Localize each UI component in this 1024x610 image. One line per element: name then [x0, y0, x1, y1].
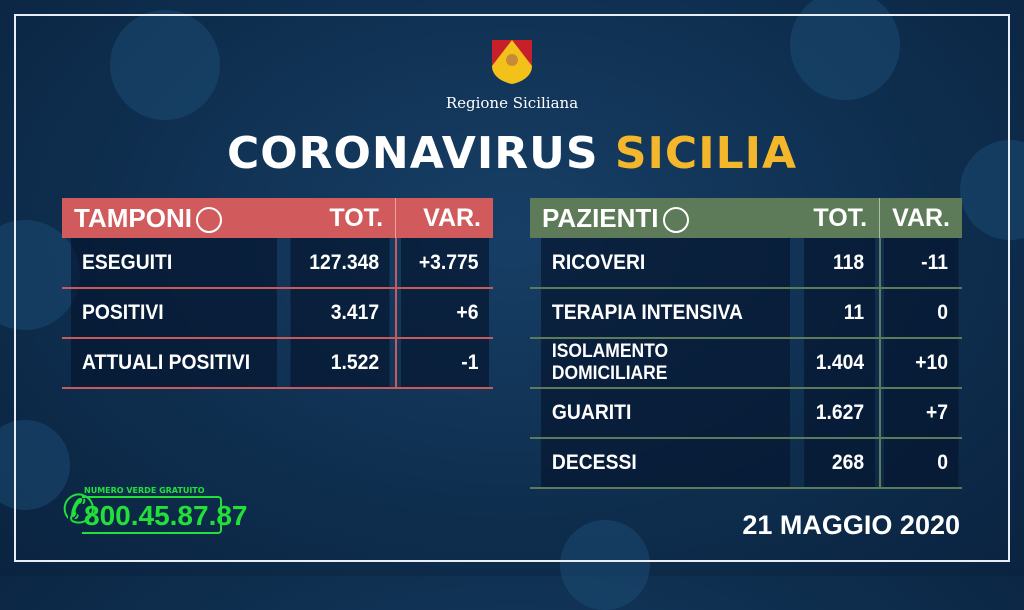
frame-border: [14, 14, 1010, 562]
page-title: CORONAVIRUS SICILIA: [226, 128, 798, 179]
table-row: POSITIVI 3.417 +6: [62, 288, 493, 339]
virus-decoration: [790, 0, 900, 100]
virus-decoration: [0, 420, 70, 510]
phone-icon: ✆: [62, 487, 96, 533]
virus-decoration: [110, 10, 220, 120]
table-row: GUARITI 1.627 +7: [530, 388, 962, 439]
table-row: DECESSI 268 0: [530, 438, 962, 489]
table-row: ESEGUITI 127.348 +3.775: [62, 238, 493, 289]
col-tot: TOT.: [801, 198, 880, 238]
tamponi-table: TAMPONI TOT. VAR. ESEGUITI 127.348 +3.775 PO…: [62, 198, 493, 389]
tamponi-title: TAMPONI: [74, 202, 192, 233]
table-row: ATTUALI POSITIVI 1.522 -1: [62, 338, 493, 389]
hotline-label: NUMERO VERDE GRATUITO: [84, 486, 208, 495]
person-icon: [662, 206, 689, 233]
pazienti-title: PAZIENTI: [542, 202, 659, 233]
hotline-number: 800.45.87.87: [82, 496, 248, 534]
swab-icon: [195, 206, 222, 233]
date: 21 MAGGIO 2020: [742, 510, 960, 540]
region-name: Regione Siciliana: [445, 94, 579, 112]
table-row: RICOVERI 118 -11: [530, 238, 962, 289]
pazienti-table: PAZIENTI TOT. VAR. RICOVERI 118 -11 TERAPIA …: [530, 198, 962, 489]
col-var: VAR.: [395, 198, 493, 238]
hotline: ✆ 800.45.87.87 NUMERO VERDE GRATUITO: [62, 486, 248, 536]
col-var: VAR.: [879, 198, 962, 238]
table-row: ISOLAMENTO DOMICILIARE 1.404 +10: [530, 338, 962, 389]
region-logo: [492, 40, 532, 84]
table-row: TERAPIA INTENSIVA 11 0: [530, 288, 962, 339]
col-tot: TOT.: [286, 198, 396, 238]
